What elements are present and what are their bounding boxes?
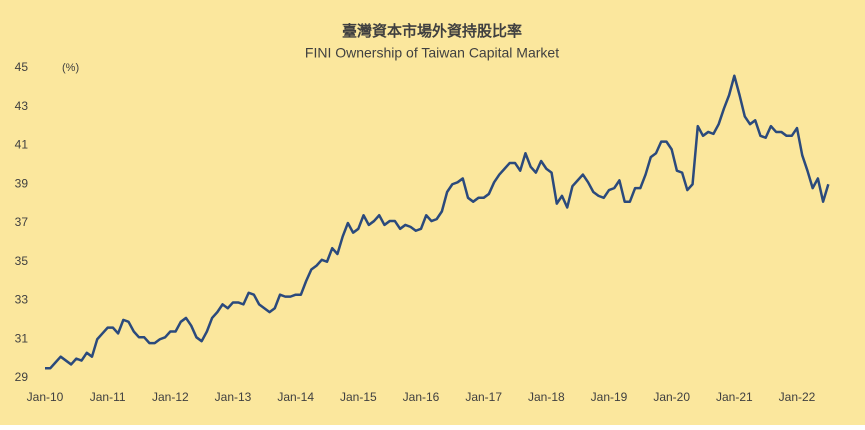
x-tick-label: Jan-21: [716, 390, 753, 404]
x-tick-label: Jan-22: [779, 390, 816, 404]
x-tick-label: Jan-16: [403, 390, 440, 404]
x-tick-label: Jan-15: [340, 390, 377, 404]
y-tick-label: 45: [15, 60, 29, 74]
y-tick-label: 37: [15, 215, 29, 229]
y-unit: (%): [62, 62, 79, 74]
x-tick-label: Jan-17: [465, 390, 502, 404]
y-tick-label: 41: [15, 138, 29, 152]
x-tick-label: Jan-18: [528, 390, 565, 404]
y-tick-label: 43: [15, 99, 29, 113]
y-tick-label: 33: [15, 293, 29, 307]
x-tick-label: Jan-19: [591, 390, 628, 404]
y-tick-label: 39: [15, 176, 29, 190]
x-tick-label: Jan-12: [152, 390, 189, 404]
y-tick-label: 31: [15, 331, 29, 345]
chart-subtitle: FINI Ownership of Taiwan Capital Market: [305, 45, 559, 61]
x-tick-label: Jan-20: [653, 390, 690, 404]
x-tick-label: Jan-13: [215, 390, 252, 404]
x-tick-label: Jan-10: [27, 390, 64, 404]
y-tick-label: 29: [15, 370, 29, 384]
x-tick-label: Jan-11: [90, 390, 126, 404]
data-line: [45, 74, 830, 370]
y-tick-label: 35: [15, 254, 29, 268]
chart-title: 臺灣資本市場外資持股比率: [342, 22, 522, 40]
x-tick-label: Jan-14: [277, 390, 314, 404]
